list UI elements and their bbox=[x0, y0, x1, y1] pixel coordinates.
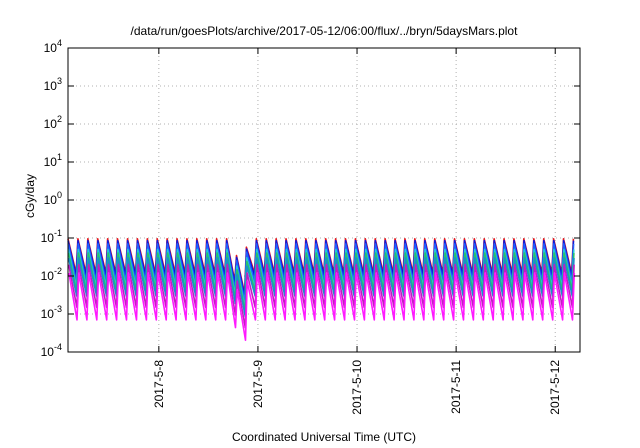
y-tick-base: 10 bbox=[44, 193, 58, 207]
y-tick-exponent: 3 bbox=[57, 76, 62, 86]
x-axis: 2017-5-8 2017-5-9 2017-5-10 2017-5-11 2017-5… bbox=[152, 48, 562, 415]
y-tick-label: 101 bbox=[44, 152, 62, 169]
series-line bbox=[68, 272, 576, 341]
x-tick-label: 2017-5-11 bbox=[449, 360, 463, 414]
y-axis-label: cGy/day bbox=[23, 174, 37, 218]
y-tick-label: 103 bbox=[44, 76, 62, 93]
y-tick-base: 10 bbox=[41, 307, 55, 321]
y-tick-exponent: 0 bbox=[57, 190, 62, 200]
x-tick-label: 2017-5-9 bbox=[251, 360, 265, 408]
y-tick-base: 10 bbox=[41, 269, 55, 283]
y-tick-exponent: -1 bbox=[54, 228, 62, 238]
y-tick-label: 104 bbox=[44, 38, 62, 55]
series-group bbox=[67, 238, 576, 341]
y-tick-exponent: 2 bbox=[57, 114, 62, 124]
y-tick-exponent: -3 bbox=[54, 304, 62, 314]
y-tick-exponent: 1 bbox=[57, 152, 62, 162]
y-tick-label: 100 bbox=[44, 190, 62, 207]
y-tick-label: 10-2 bbox=[41, 266, 62, 283]
x-tick-label: 2017-5-8 bbox=[152, 360, 166, 408]
x-tick-label: 2017-5-12 bbox=[548, 360, 562, 415]
y-tick-label: 10-4 bbox=[41, 342, 62, 359]
y-tick-exponent: 4 bbox=[57, 38, 62, 48]
y-tick-exponent: -2 bbox=[54, 266, 62, 276]
y-tick-base: 10 bbox=[41, 345, 55, 359]
y-tick-base: 10 bbox=[41, 231, 55, 245]
x-tick-label: 2017-5-10 bbox=[350, 360, 364, 415]
y-tick-base: 10 bbox=[44, 155, 58, 169]
chart-title: /data/run/goesPlots/archive/2017-05-12/0… bbox=[131, 24, 519, 38]
y-tick-label: 10-3 bbox=[41, 304, 62, 321]
y-tick-exponent: -4 bbox=[54, 342, 62, 352]
x-axis-label: Coordinated Universal Time (UTC) bbox=[232, 430, 416, 444]
y-tick-base: 10 bbox=[44, 41, 58, 55]
y-tick-label: 102 bbox=[44, 114, 62, 131]
y-tick-base: 10 bbox=[44, 79, 58, 93]
y-tick-label: 10-1 bbox=[41, 228, 62, 245]
y-tick-base: 10 bbox=[44, 117, 58, 131]
